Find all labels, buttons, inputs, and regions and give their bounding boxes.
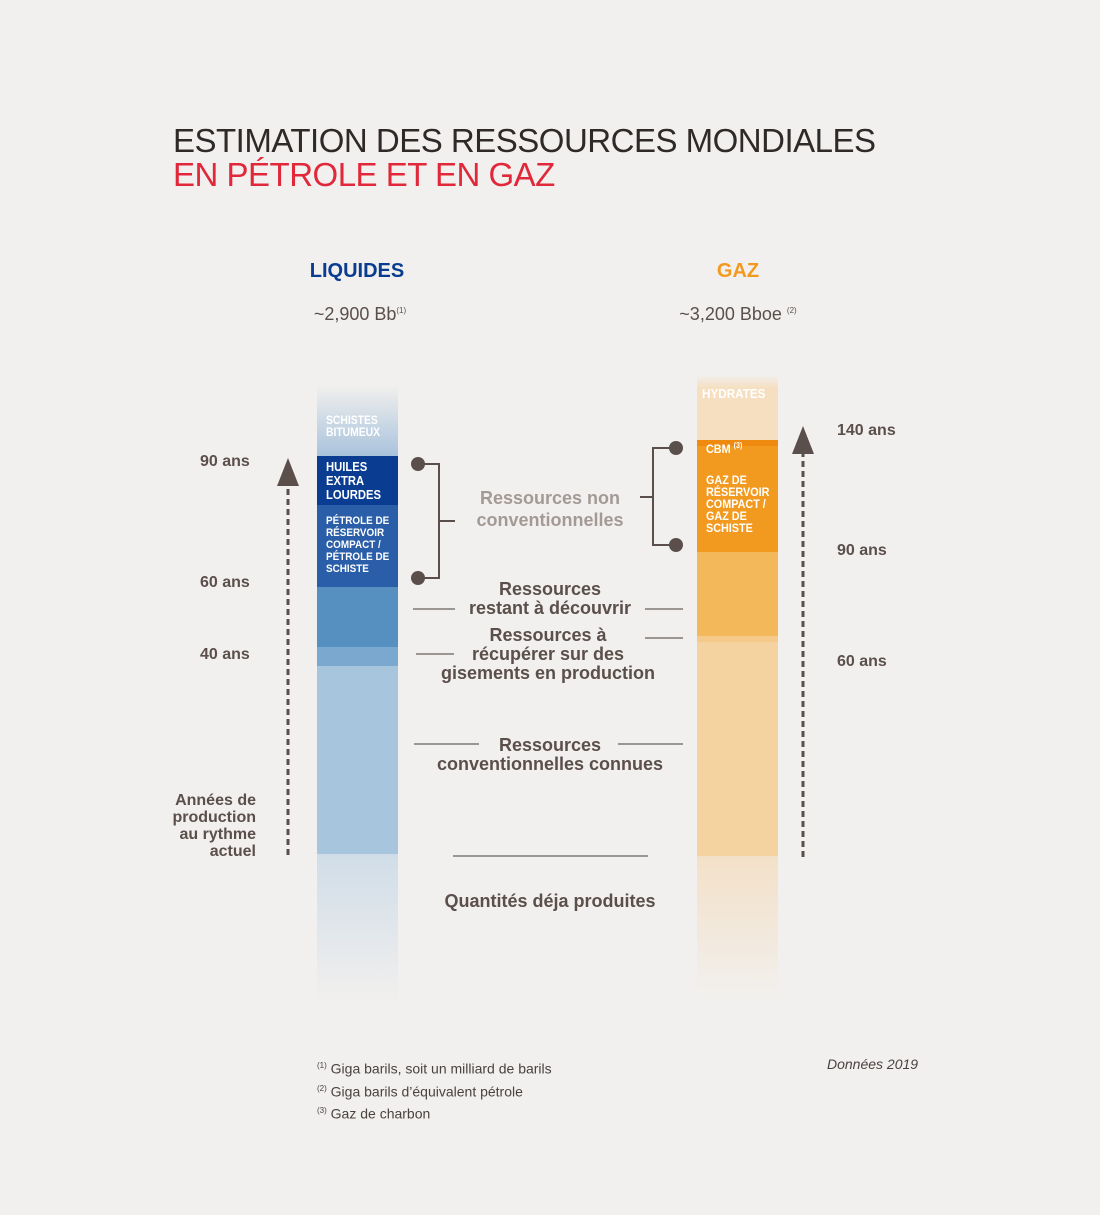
label-line: récupérer sur des — [471, 644, 625, 664]
footnote-1: (1) Giga barils, soit un milliard de bar… — [317, 1056, 552, 1079]
footnote-text: Gaz de charbon — [330, 1105, 431, 1122]
footnote-2: (2) Giga barils d’équivalent pétrole — [317, 1079, 552, 1102]
gas-total: ~3,200 Bboe (2) — [628, 304, 848, 325]
segment-produced — [697, 856, 778, 1000]
liquids-years-90: 90 ans — [200, 453, 250, 470]
note-mark: (2) — [317, 1083, 327, 1093]
note-mark: (2) — [786, 306, 797, 315]
note-mark: (3) — [733, 441, 743, 450]
liquids-arrow-icon — [277, 458, 299, 855]
liquids-column: SCHISTES BITUMEUX HUILES EXTRA LOURDES P… — [317, 385, 398, 1005]
segment-known — [697, 642, 778, 856]
gas-years-60: 60 ans — [837, 653, 887, 670]
gas-total-value: ~3,200 Bboe — [679, 304, 782, 324]
axis-label-line: Années de — [175, 792, 256, 809]
liquids-total-value: ~2,900 Bb — [313, 304, 397, 324]
segment-tight-gas: CBM (3) GAZ DE RÉSERVOIR COMPACT / GAZ D… — [697, 441, 778, 552]
label-to-discover: Ressources restant à découvrir — [440, 580, 660, 618]
label-known: Ressources conventionnelles connues — [415, 736, 685, 774]
axis-label-line: actuel — [209, 843, 256, 860]
label-line: Ressources — [498, 735, 602, 755]
liquids-years-60: 60 ans — [200, 574, 250, 591]
footnote-text: Giga barils, soit un milliard de barils — [330, 1060, 552, 1077]
liquids-bracket — [411, 457, 455, 585]
liquids-total: ~2,900 Bb(1) — [250, 304, 470, 325]
cbm-text: CBM — [706, 442, 731, 456]
gas-bracket — [640, 441, 683, 552]
label-to-recover: Ressources à récupérer sur des gisements… — [418, 626, 678, 683]
segment-to-discover — [697, 552, 778, 636]
segment-extra-heavy: HUILES EXTRA LOURDES — [317, 456, 398, 505]
liquids-years-40: 40 ans — [200, 646, 250, 663]
label-line: Ressources à — [489, 625, 607, 645]
axis-label-line: production — [172, 809, 256, 826]
title-line1: ESTIMATION DES RESSOURCES MONDIALES — [173, 122, 876, 159]
segment-label: SCHISTES BITUMEUX — [326, 415, 381, 439]
note-mark: (1) — [317, 1061, 327, 1070]
segment-label: HUILES EXTRA LOURDES — [326, 460, 382, 502]
segment-produced — [317, 854, 398, 1005]
segment-label: HYDRATES — [702, 386, 766, 401]
data-source: Données 2019 — [827, 1056, 919, 1072]
gas-years-90: 90 ans — [837, 542, 887, 559]
note-mark: (1) — [396, 306, 407, 315]
segment-cbm-band — [697, 440, 778, 446]
segment-label: GAZ DE RÉSERVOIR COMPACT / GAZ DE SCHIST… — [706, 473, 770, 535]
segment-to-recover — [317, 647, 398, 666]
gas-heading: GAZ — [716, 260, 760, 282]
label-line: Ressources — [498, 579, 602, 599]
segment-tight-oil: PÉTROLE DE RÉSERVOIR COMPACT / PÉTROLE D… — [317, 505, 398, 587]
title-line2: EN PÉTROLE ET EN GAZ — [173, 156, 555, 193]
label-line: Ressources non — [479, 488, 621, 508]
segment-known — [317, 666, 398, 854]
segment-label: PÉTROLE DE RÉSERVOIR COMPACT / PÉTROLE D… — [326, 515, 390, 575]
axis-label: Années de production au rythme actuel — [140, 792, 256, 860]
segment-cbm-label: CBM (3) — [706, 440, 742, 455]
segment-hydrates: HYDRATES — [697, 375, 778, 440]
footnote-3: (3) Gaz de charbon — [317, 1101, 552, 1124]
segment-to-discover — [317, 587, 398, 647]
leader-lines — [413, 608, 683, 857]
note-mark: (3) — [317, 1106, 327, 1116]
gas-arrow-icon — [792, 426, 814, 857]
footnote-text: Giga barils d’équivalent pétrole — [330, 1083, 523, 1100]
gas-years-140: 140 ans — [837, 422, 896, 439]
footnotes: (1) Giga barils, soit un milliard de bar… — [317, 1056, 552, 1124]
label-line: conventionnelles connues — [436, 754, 664, 774]
gas-column: HYDRATES CBM (3) GAZ DE RÉSERVOIR COMPAC… — [697, 375, 778, 1000]
label-line: conventionnelles — [476, 510, 624, 530]
label-unconventional: Ressources non conventionnelles — [440, 487, 660, 531]
label-line: gisements en production — [440, 663, 656, 683]
liquids-heading: LIQUIDES — [309, 260, 405, 282]
segment-oil-shale: SCHISTES BITUMEUX — [317, 385, 398, 456]
segment-to-recover — [697, 636, 778, 642]
label-produced: Quantités déja produites — [444, 891, 656, 911]
label-line: restant à découvrir — [468, 598, 632, 618]
axis-label-line: au rythme — [179, 826, 256, 843]
